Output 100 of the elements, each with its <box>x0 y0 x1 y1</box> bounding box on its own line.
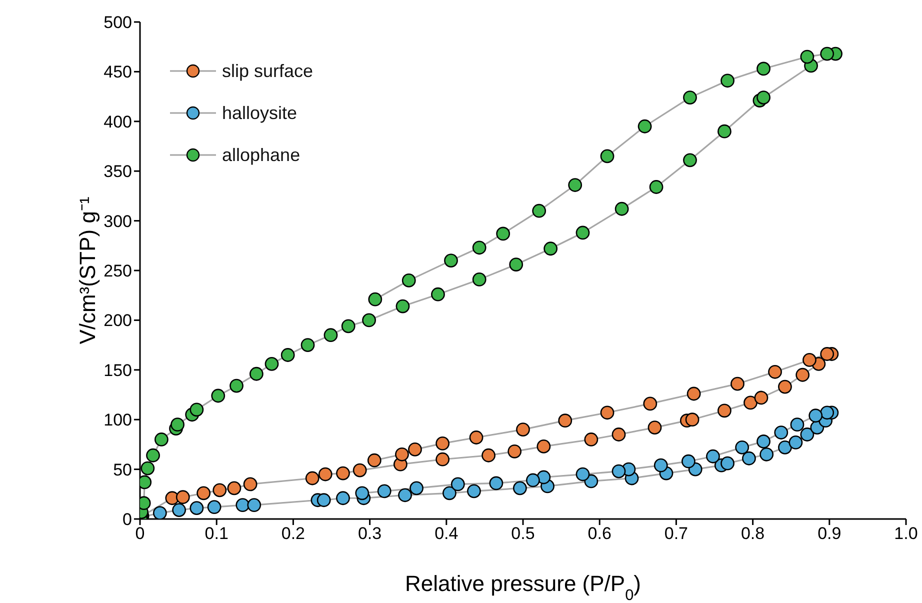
x-tick-label: 0.7 <box>664 524 688 544</box>
point <box>436 436 450 450</box>
x-tick-label: 0.2 <box>281 524 306 544</box>
point <box>336 491 350 506</box>
point <box>509 258 524 272</box>
point <box>706 449 720 464</box>
point <box>568 178 582 192</box>
y-tick-label: 200 <box>104 311 132 330</box>
legend-label: halloysite <box>222 102 298 124</box>
point <box>236 498 250 512</box>
point <box>730 376 744 391</box>
point <box>280 348 295 362</box>
point <box>482 448 496 462</box>
point <box>536 470 551 484</box>
x-tick-label: 0.8 <box>740 524 765 544</box>
point <box>444 254 458 268</box>
point <box>190 402 204 417</box>
point <box>305 471 320 486</box>
y-axis-title: V/cm³(STP) g⁻¹ <box>75 196 100 344</box>
point <box>243 477 258 492</box>
point <box>796 368 810 382</box>
point <box>324 328 338 342</box>
point <box>368 292 382 306</box>
point <box>247 498 262 512</box>
point <box>516 422 530 436</box>
point <box>756 434 770 448</box>
point <box>778 440 792 454</box>
y-tick-label: 100 <box>104 410 132 430</box>
x-axis-title: Relative pressure (P/P$_{0}$) <box>405 571 641 603</box>
point <box>442 486 456 500</box>
y-tick-label: 350 <box>104 162 132 182</box>
point <box>756 90 770 104</box>
y-tick-label: 500 <box>104 13 132 32</box>
point <box>735 440 750 454</box>
point <box>207 500 222 514</box>
point <box>742 451 756 466</box>
point <box>341 319 356 334</box>
point <box>508 444 522 458</box>
point <box>362 313 376 328</box>
point <box>802 353 816 367</box>
point <box>612 464 626 478</box>
x-tick-label: 0 <box>135 524 145 544</box>
point <box>643 396 658 411</box>
point <box>788 436 803 450</box>
point <box>367 453 382 468</box>
point <box>600 406 614 420</box>
point <box>396 299 410 314</box>
point <box>408 442 422 456</box>
point <box>496 226 510 241</box>
y-tick-label: 0 <box>122 510 132 530</box>
x-tick-label: 0.4 <box>434 524 458 544</box>
point <box>686 386 701 401</box>
point <box>355 486 370 500</box>
point <box>820 347 834 361</box>
point <box>196 486 211 500</box>
x-tick-label: 0.5 <box>511 524 535 544</box>
point <box>212 483 227 498</box>
point <box>790 418 804 432</box>
point <box>450 477 465 492</box>
point <box>230 378 244 393</box>
point <box>318 467 332 482</box>
point <box>431 287 445 302</box>
point <box>176 490 190 504</box>
point <box>469 430 484 444</box>
point <box>774 426 788 440</box>
point <box>808 408 823 423</box>
point <box>744 396 758 410</box>
point <box>152 506 167 519</box>
point <box>336 466 350 480</box>
point <box>820 46 834 61</box>
point <box>600 149 614 164</box>
point <box>395 447 409 462</box>
point <box>778 380 792 394</box>
point <box>800 50 814 64</box>
point <box>211 388 226 403</box>
point <box>316 493 331 508</box>
point <box>398 488 412 502</box>
point <box>718 404 732 418</box>
point <box>526 473 540 488</box>
point <box>683 90 697 104</box>
x-tick-label: 0.9 <box>818 524 842 544</box>
point <box>820 406 834 420</box>
point <box>436 452 450 466</box>
y-tick-label: 250 <box>104 262 132 281</box>
point <box>410 481 424 496</box>
point <box>512 481 527 496</box>
point <box>352 463 367 478</box>
point <box>612 428 626 442</box>
point <box>532 204 546 218</box>
point <box>172 503 186 518</box>
point <box>558 414 572 428</box>
point <box>249 366 264 381</box>
point <box>685 412 700 427</box>
point <box>683 153 697 168</box>
x-tick-label: 0.6 <box>588 524 612 544</box>
legend-label: allophane <box>222 144 300 166</box>
point <box>576 226 590 240</box>
point <box>754 390 768 405</box>
point <box>800 428 814 442</box>
point <box>768 364 782 379</box>
